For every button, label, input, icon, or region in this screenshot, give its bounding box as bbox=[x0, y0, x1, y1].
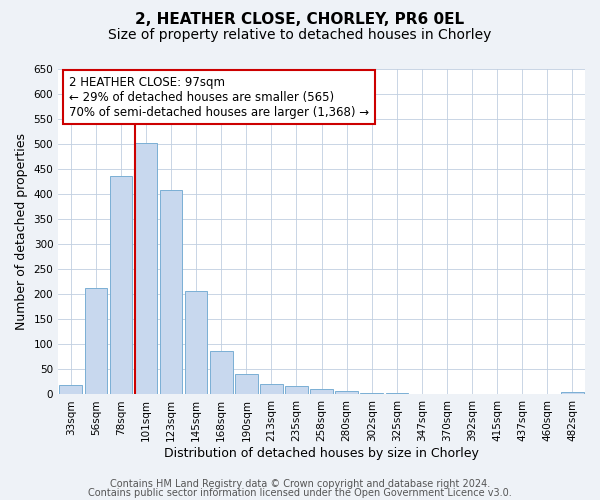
Bar bbox=[110, 176, 132, 394]
Text: Contains HM Land Registry data © Crown copyright and database right 2024.: Contains HM Land Registry data © Crown c… bbox=[110, 479, 490, 489]
Bar bbox=[260, 384, 283, 394]
X-axis label: Distribution of detached houses by size in Chorley: Distribution of detached houses by size … bbox=[164, 447, 479, 460]
Text: 2, HEATHER CLOSE, CHORLEY, PR6 0EL: 2, HEATHER CLOSE, CHORLEY, PR6 0EL bbox=[136, 12, 464, 28]
Bar bbox=[59, 386, 82, 394]
Bar bbox=[561, 392, 584, 394]
Text: Size of property relative to detached houses in Chorley: Size of property relative to detached ho… bbox=[109, 28, 491, 42]
Bar bbox=[85, 288, 107, 395]
Text: 2 HEATHER CLOSE: 97sqm
← 29% of detached houses are smaller (565)
70% of semi-de: 2 HEATHER CLOSE: 97sqm ← 29% of detached… bbox=[69, 76, 369, 118]
Bar bbox=[310, 389, 333, 394]
Bar bbox=[134, 143, 157, 395]
Y-axis label: Number of detached properties: Number of detached properties bbox=[15, 133, 28, 330]
Bar bbox=[285, 386, 308, 394]
Bar bbox=[185, 291, 208, 395]
Bar bbox=[235, 374, 257, 394]
Bar bbox=[335, 392, 358, 394]
Bar bbox=[160, 190, 182, 394]
Text: Contains public sector information licensed under the Open Government Licence v3: Contains public sector information licen… bbox=[88, 488, 512, 498]
Bar bbox=[210, 351, 233, 395]
